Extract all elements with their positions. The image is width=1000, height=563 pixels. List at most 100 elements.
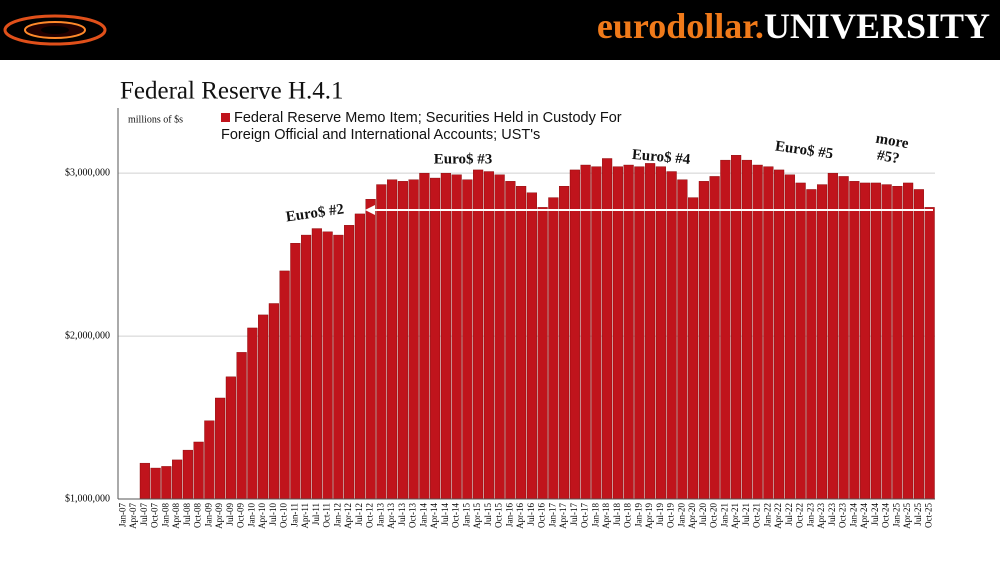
x-tick-label: Jan-20 (676, 503, 686, 527)
x-tick-label: Jul-08 (182, 503, 192, 526)
x-tick-label: Jul-22 (784, 503, 794, 526)
brand: eurodollar.UNIVERSITY (597, 6, 990, 46)
bar (290, 243, 301, 500)
x-tick-label: Apr-09 (214, 503, 224, 529)
x-tick-label: Apr-07 (128, 503, 138, 529)
bar (569, 169, 580, 500)
bar (494, 174, 505, 500)
bar (645, 163, 656, 500)
bar (505, 181, 516, 500)
bar (870, 182, 881, 500)
y-axis-label: millions of $s (128, 114, 183, 125)
bar (774, 169, 785, 500)
bar (172, 459, 183, 500)
bar (440, 172, 451, 500)
x-tick-label: Oct-15 (494, 503, 504, 528)
bar (612, 166, 623, 500)
annotation: Euro$ #4 (631, 147, 691, 168)
bar (322, 231, 333, 500)
bar (881, 184, 892, 500)
x-tick-label: Oct-07 (150, 503, 160, 528)
bar (161, 466, 172, 500)
x-tick-label: Jan-25 (891, 503, 901, 527)
x-tick-label: Jul-13 (397, 503, 407, 526)
bar (516, 185, 527, 500)
bar (139, 462, 150, 500)
bar (204, 420, 215, 500)
x-tick-label: Jan-22 (762, 503, 772, 527)
bar (311, 228, 322, 500)
x-tick-label: Jul-24 (870, 503, 880, 526)
x-tick-label: Apr-11 (300, 503, 310, 528)
arrow-head (365, 205, 375, 215)
x-tick-label: Jan-18 (590, 503, 600, 527)
bar (795, 182, 806, 500)
bar (236, 352, 247, 500)
x-tick-label: Apr-13 (386, 503, 396, 529)
bar (526, 192, 537, 500)
x-tick-label: Jul-25 (913, 503, 923, 526)
x-tick-label: Jul-10 (268, 503, 278, 526)
bar (419, 172, 430, 500)
x-tick-label: Jan-14 (418, 503, 428, 527)
bar (817, 184, 828, 500)
annotation: #5? (876, 148, 901, 168)
brand-name: UNIVERSITY (764, 6, 990, 46)
bar (698, 181, 709, 500)
bar (344, 225, 355, 500)
bar (838, 176, 849, 500)
x-tick-label: Apr-22 (773, 503, 783, 529)
bar (387, 179, 398, 500)
bar (860, 182, 871, 500)
bar (924, 207, 935, 500)
bar (655, 166, 666, 500)
bar (150, 467, 161, 500)
bar (548, 197, 559, 500)
y-tick-label: $3,000,000 (65, 167, 110, 178)
x-tick-label: Jul-19 (655, 503, 665, 526)
annotation: more (874, 131, 910, 153)
y-tick-label: $2,000,000 (65, 330, 110, 341)
x-tick-label: Oct-24 (881, 503, 891, 528)
x-tick-label: Jul-17 (569, 503, 579, 526)
y-tick-label: $1,000,000 (65, 493, 110, 504)
bar (892, 185, 903, 500)
x-tick-label: Jan-16 (504, 503, 514, 527)
bar (913, 189, 924, 500)
bar (827, 172, 838, 500)
x-tick-label: Oct-18 (623, 503, 633, 528)
x-tick-label: Apr-18 (601, 503, 611, 529)
bar (623, 164, 634, 500)
bar (182, 449, 193, 500)
bar (333, 234, 344, 500)
bar (483, 171, 494, 500)
bar (784, 174, 795, 500)
legend-swatch (221, 113, 230, 122)
bar (903, 182, 914, 500)
bar (451, 174, 462, 500)
x-tick-label: Oct-12 (365, 503, 375, 528)
bar (301, 234, 312, 500)
x-tick-label: Jul-11 (311, 503, 321, 525)
x-tick-label: Apr-08 (171, 503, 181, 529)
x-tick-label: Apr-16 (515, 503, 525, 529)
x-tick-label: Jan-21 (719, 503, 729, 527)
x-tick-label: Oct-09 (236, 503, 246, 528)
x-tick-label: Jul-16 (526, 503, 536, 526)
x-tick-label: Apr-17 (558, 503, 568, 529)
x-tick-label: Oct-21 (752, 503, 762, 528)
x-tick-label: Jan-15 (461, 503, 471, 527)
logo (3, 14, 107, 46)
bar (634, 166, 645, 500)
x-tick-label: Oct-17 (580, 503, 590, 528)
x-tick-label: Jan-11 (289, 503, 299, 527)
x-tick-label: Oct-23 (838, 503, 848, 528)
bar (752, 164, 763, 500)
bar (365, 199, 376, 500)
x-tick-label: Oct-13 (408, 503, 418, 528)
x-tick-label: Oct-10 (279, 503, 289, 528)
x-tick-label: Apr-15 (472, 503, 482, 529)
annotation: Euro$ #2 (285, 201, 345, 225)
bar (537, 207, 548, 500)
